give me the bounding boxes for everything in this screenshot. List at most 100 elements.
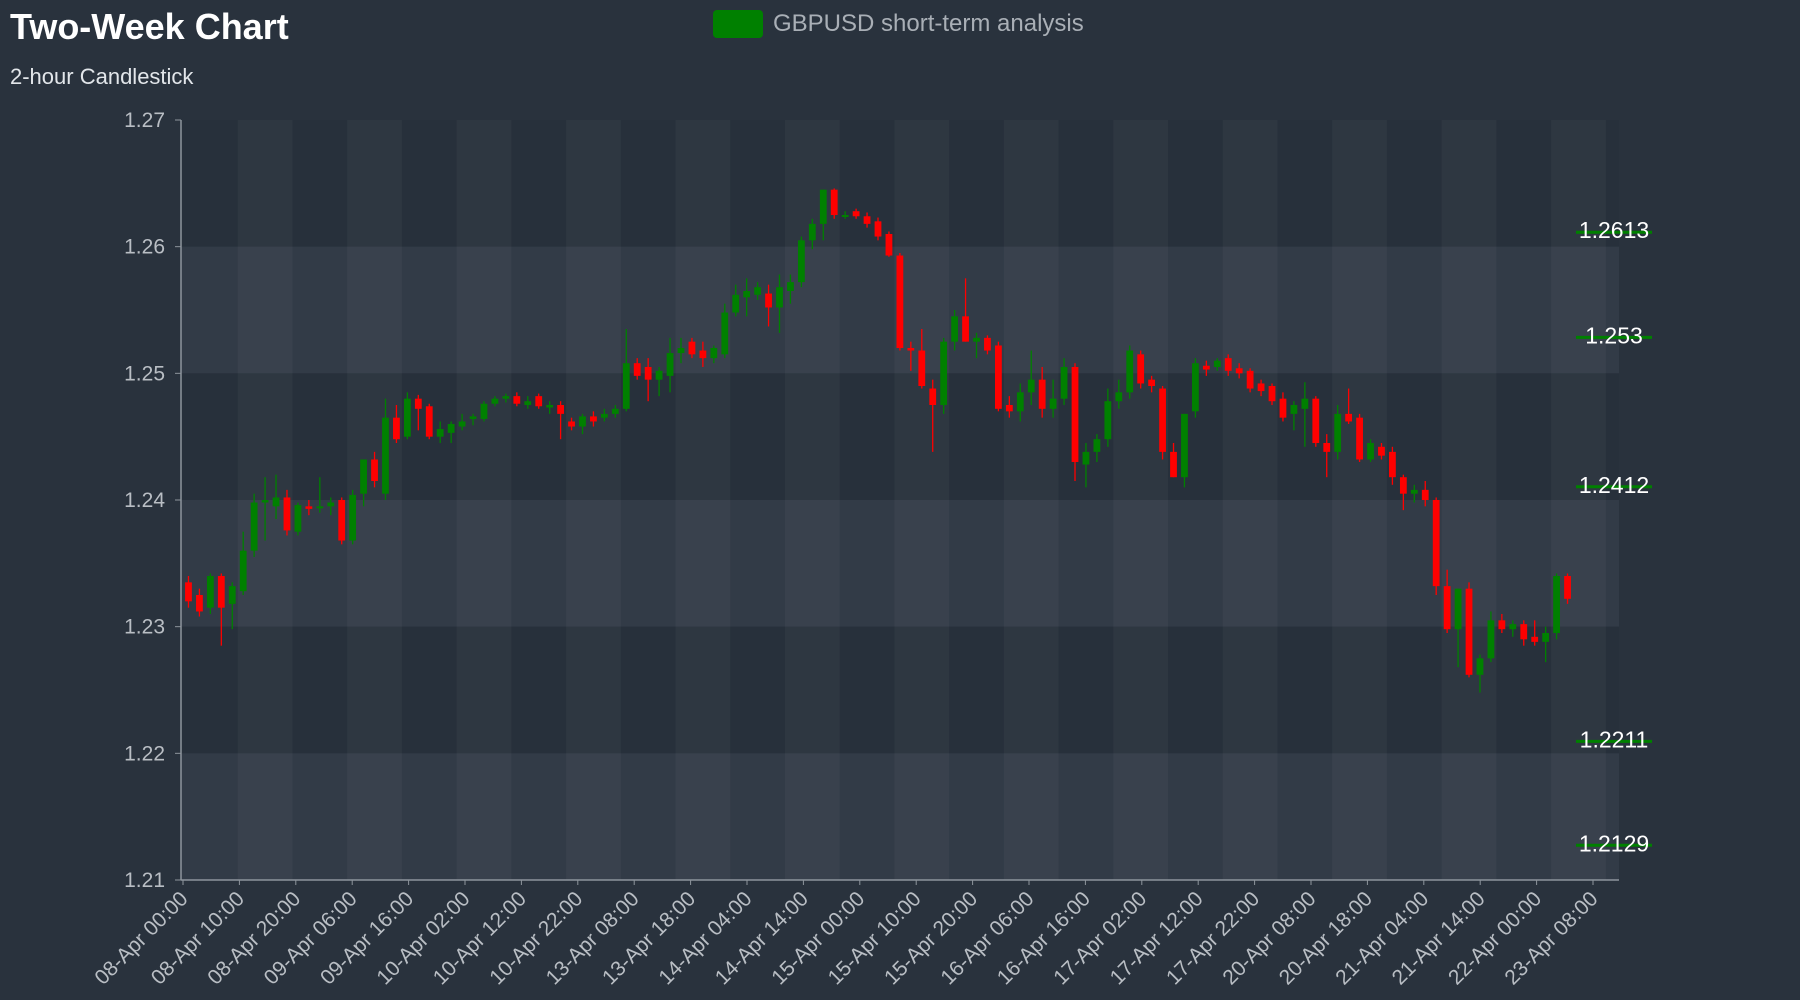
- candle-body[interactable]: [283, 497, 291, 531]
- candle-body[interactable]: [469, 416, 477, 419]
- candle-body[interactable]: [228, 586, 236, 604]
- candle-body[interactable]: [633, 363, 641, 376]
- legend[interactable]: GBPUSD short-term analysis: [713, 10, 1084, 38]
- candle-body[interactable]: [524, 401, 532, 405]
- candle-body[interactable]: [710, 348, 718, 359]
- candle-body[interactable]: [272, 497, 280, 507]
- candle-body[interactable]: [1016, 392, 1024, 412]
- candle-body[interactable]: [502, 396, 510, 399]
- candle-body[interactable]: [294, 505, 302, 532]
- candle-body[interactable]: [1399, 477, 1407, 494]
- candle-body[interactable]: [754, 287, 761, 295]
- candle-body[interactable]: [929, 388, 937, 405]
- candle-body[interactable]: [1443, 586, 1451, 630]
- candle-body[interactable]: [896, 255, 904, 348]
- candle-body[interactable]: [1553, 576, 1560, 633]
- candle-body[interactable]: [185, 582, 192, 602]
- candle-body[interactable]: [382, 417, 389, 494]
- candle-body[interactable]: [1531, 636, 1539, 642]
- candle-body[interactable]: [1465, 588, 1473, 675]
- candle-body[interactable]: [1498, 620, 1506, 630]
- candle-body[interactable]: [666, 353, 674, 376]
- candle-body[interactable]: [1126, 350, 1134, 393]
- candle-body[interactable]: [732, 294, 740, 313]
- candle-body[interactable]: [776, 287, 783, 308]
- candle-body[interactable]: [491, 398, 499, 404]
- candle-body[interactable]: [1301, 398, 1309, 409]
- candle-body[interactable]: [600, 413, 608, 418]
- candle-body[interactable]: [590, 416, 597, 422]
- candle-body[interactable]: [1082, 451, 1090, 465]
- candle-body[interactable]: [546, 405, 554, 408]
- candle-body[interactable]: [1038, 379, 1046, 409]
- candle-body[interactable]: [1202, 365, 1210, 370]
- candle-body[interactable]: [874, 221, 882, 237]
- candle-body[interactable]: [1564, 576, 1571, 599]
- candle-body[interactable]: [962, 316, 969, 342]
- candle-body[interactable]: [206, 576, 214, 608]
- candle-body[interactable]: [765, 293, 772, 308]
- candle-body[interactable]: [535, 396, 543, 407]
- candle-body[interactable]: [863, 216, 871, 224]
- candle-body[interactable]: [1115, 392, 1123, 402]
- candle-body[interactable]: [841, 215, 849, 217]
- candle-body[interactable]: [1246, 370, 1254, 389]
- candle-body[interactable]: [1049, 398, 1057, 409]
- candle-body[interactable]: [1279, 398, 1287, 418]
- candle-body[interactable]: [1389, 451, 1396, 478]
- candle-body[interactable]: [1290, 405, 1298, 414]
- candle-body[interactable]: [1213, 360, 1221, 367]
- candle-body[interactable]: [1334, 413, 1342, 452]
- candle-body[interactable]: [1421, 489, 1429, 500]
- candle-body[interactable]: [1410, 489, 1418, 494]
- candle-body[interactable]: [425, 406, 433, 437]
- candle-body[interactable]: [513, 396, 521, 404]
- candle-body[interactable]: [1071, 367, 1079, 462]
- candle-body[interactable]: [995, 345, 1002, 409]
- candle-body[interactable]: [1148, 379, 1156, 386]
- candle-body[interactable]: [557, 405, 564, 414]
- candle-body[interactable]: [721, 312, 729, 355]
- candle-body[interactable]: [1356, 417, 1363, 460]
- candle-body[interactable]: [196, 595, 203, 612]
- candle-body[interactable]: [819, 189, 827, 224]
- candle-body[interactable]: [907, 348, 915, 351]
- candle-body[interactable]: [1181, 413, 1188, 478]
- candle-body[interactable]: [1235, 368, 1243, 374]
- candle-body[interactable]: [885, 234, 893, 256]
- candle-body[interactable]: [338, 500, 346, 541]
- candle-body[interactable]: [1224, 358, 1232, 371]
- candle-body[interactable]: [436, 429, 444, 437]
- candle-body[interactable]: [1378, 446, 1385, 456]
- candle-body[interactable]: [808, 223, 816, 241]
- candle-body[interactable]: [1520, 624, 1528, 640]
- candle-body[interactable]: [360, 459, 367, 494]
- candle-body[interactable]: [611, 408, 619, 414]
- candle-body[interactable]: [239, 550, 247, 592]
- candle-body[interactable]: [688, 341, 696, 355]
- candle-body[interactable]: [1137, 354, 1145, 384]
- candle-body[interactable]: [568, 421, 575, 427]
- candle-body[interactable]: [984, 337, 991, 351]
- candle-body[interactable]: [1345, 413, 1353, 422]
- candle-body[interactable]: [579, 416, 586, 427]
- candle-body[interactable]: [1312, 398, 1320, 443]
- candle-body[interactable]: [1268, 386, 1276, 402]
- candle-body[interactable]: [677, 348, 685, 354]
- candle-body[interactable]: [787, 282, 794, 291]
- candle-body[interactable]: [622, 363, 630, 409]
- candle-body[interactable]: [1005, 405, 1013, 412]
- candle-body[interactable]: [743, 291, 751, 298]
- candle-body[interactable]: [393, 417, 400, 440]
- candle-body[interactable]: [250, 502, 258, 551]
- candle-body[interactable]: [1487, 620, 1495, 659]
- candle-body[interactable]: [414, 398, 422, 409]
- candle-body[interactable]: [973, 337, 980, 342]
- candle-body[interactable]: [371, 459, 378, 481]
- candle-body[interactable]: [217, 576, 225, 608]
- candle-body[interactable]: [1432, 500, 1440, 587]
- candle-body[interactable]: [1257, 383, 1265, 392]
- candle-body[interactable]: [1509, 624, 1517, 630]
- candle-body[interactable]: [951, 316, 959, 342]
- candle-body[interactable]: [316, 506, 324, 509]
